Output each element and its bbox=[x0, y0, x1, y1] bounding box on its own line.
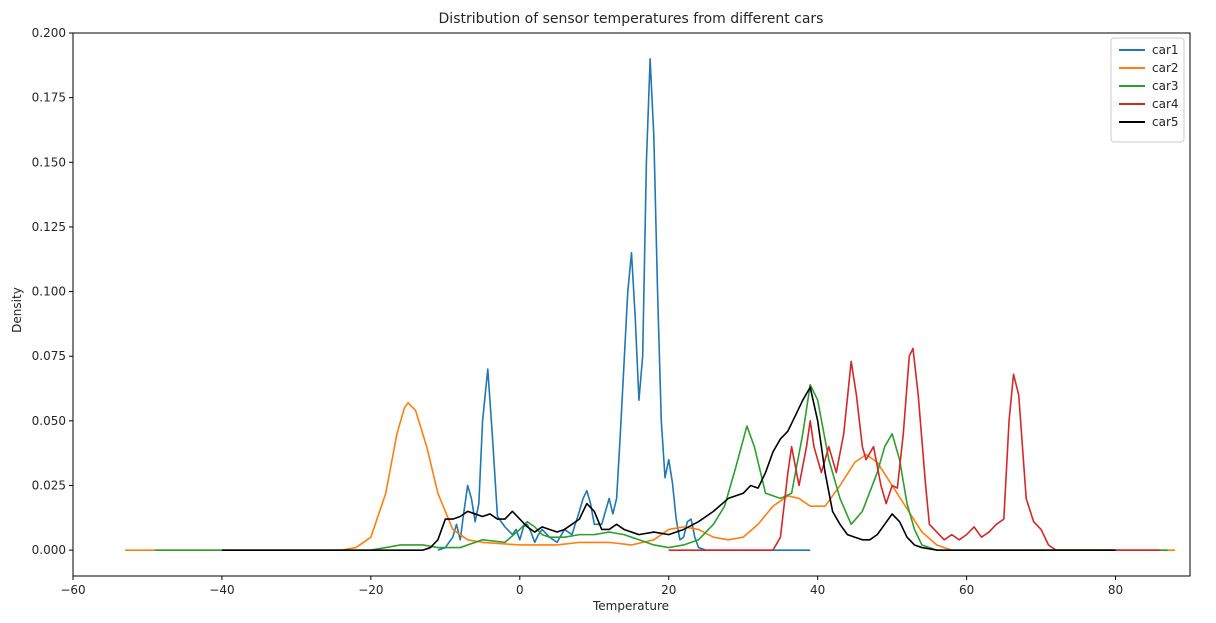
x-tick-label: −60 bbox=[60, 583, 85, 597]
chart-title: Distribution of sensor temperatures from… bbox=[439, 11, 824, 27]
plot-frame bbox=[72, 32, 1191, 577]
y-tick-label: 0.025 bbox=[32, 479, 66, 493]
x-tick-label: 60 bbox=[959, 583, 974, 597]
y-tick-label: 0.200 bbox=[32, 26, 66, 40]
x-tick-label: −40 bbox=[209, 583, 234, 597]
y-tick-label: 0.050 bbox=[32, 414, 66, 428]
y-tick-label: 0.150 bbox=[32, 155, 66, 169]
series-line-car3 bbox=[154, 383, 1168, 551]
legend-label-car1: car1 bbox=[1152, 43, 1179, 57]
legend-label-car2: car2 bbox=[1152, 61, 1179, 75]
legend-label-car4: car4 bbox=[1152, 97, 1179, 111]
series-line-car4 bbox=[668, 347, 1161, 551]
y-tick-label: 0.175 bbox=[32, 91, 66, 105]
x-axis: −60 −40 −20 0 20 40 60 80 bbox=[60, 576, 1123, 597]
x-tick-label: 40 bbox=[810, 583, 825, 597]
plot-area bbox=[72, 32, 1191, 577]
series-line-car1 bbox=[437, 58, 811, 551]
y-tick-label: 0.075 bbox=[32, 349, 66, 363]
y-axis-label: Density bbox=[10, 287, 24, 333]
legend: car1 car2 car3 car4 car5 bbox=[1110, 37, 1185, 143]
x-tick-label: 80 bbox=[1108, 583, 1123, 597]
series-line-car2 bbox=[125, 401, 1176, 551]
legend-label-car5: car5 bbox=[1152, 115, 1179, 129]
y-axis: 0.000 0.025 0.050 0.075 0.100 0.125 0.150 0.175… bbox=[32, 26, 73, 557]
y-tick-label: 0.100 bbox=[32, 285, 66, 299]
x-tick-label: −20 bbox=[358, 583, 383, 597]
legend-box bbox=[1110, 37, 1185, 143]
y-tick-label: 0.000 bbox=[32, 543, 66, 557]
legend-label-car3: car3 bbox=[1152, 79, 1179, 93]
x-tick-label: 20 bbox=[661, 583, 676, 597]
x-axis-label: Temperature bbox=[592, 599, 669, 613]
x-tick-label: 0 bbox=[516, 583, 524, 597]
y-tick-label: 0.125 bbox=[32, 220, 66, 234]
series-line-car5 bbox=[221, 386, 1116, 551]
